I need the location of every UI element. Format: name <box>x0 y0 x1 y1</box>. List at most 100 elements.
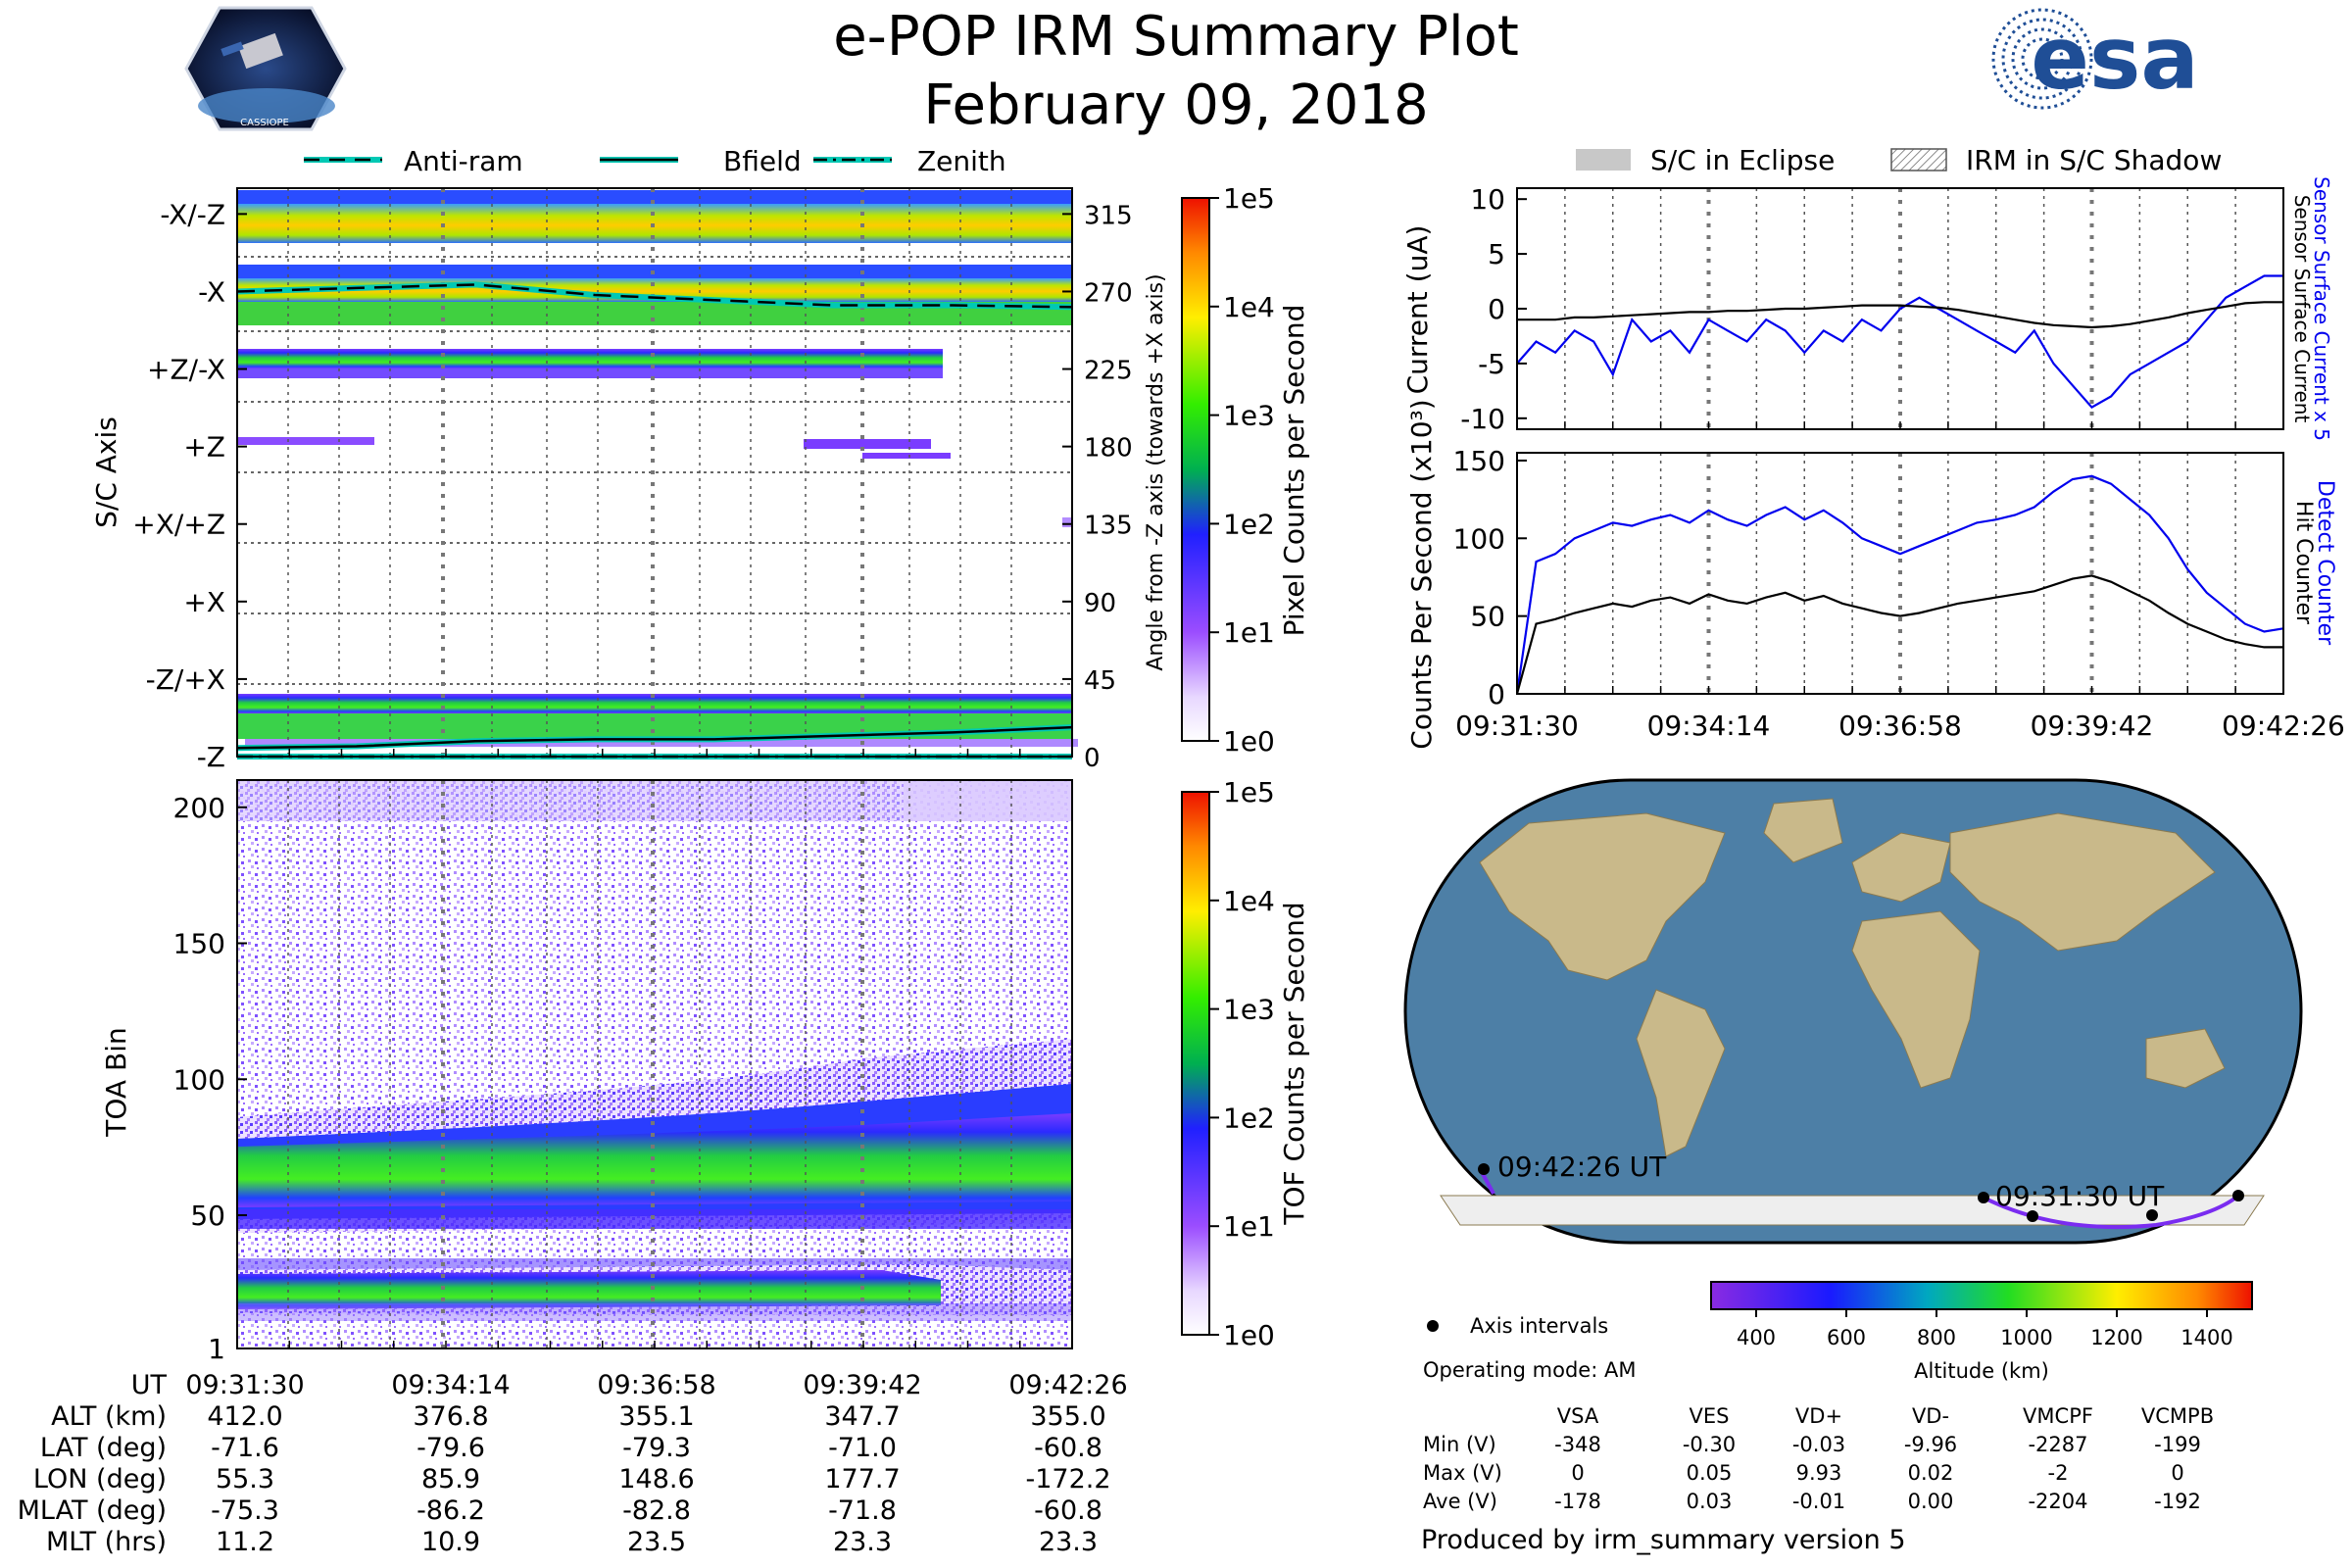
tof-colorbar-tick-label: 1e5 <box>1223 776 1275 808</box>
stats-row-label: Ave (V) <box>1423 1490 1497 1513</box>
altitude-colorbar: 400 600 800 1000 1200 1400 Altitude (km) <box>1710 1281 2253 1383</box>
xtick-label: 09:36:58 <box>1838 710 1962 742</box>
stats-header: VMCPF <box>2023 1404 2093 1428</box>
orbit-track-start <box>1480 1171 1495 1195</box>
current-right-label-black: Sensor Surface Current <box>2290 195 2314 423</box>
sc-axis-right-label: Angle from -Z axis (towards +X axis) <box>1144 273 1168 670</box>
ephemeris-cell: 355.0 <box>1030 1401 1105 1432</box>
pixel-colorbar-tick-label: 1e3 <box>1223 400 1275 432</box>
cassiope-logo: CASSIOPE <box>184 6 347 131</box>
series-line-blue <box>1515 474 2284 695</box>
orbit-map: 09:42:26 UT 09:31:30 UT <box>1403 778 2303 1245</box>
ephemeris-cell: -79.6 <box>416 1433 485 1463</box>
current-right-label-blue: Sensor Surface Current x 5 <box>2310 176 2333 441</box>
ephemeris-cell: -71.6 <box>211 1433 279 1463</box>
stats-header: VCMPB <box>2141 1404 2214 1428</box>
eclipse-swatch <box>1576 149 1631 171</box>
ytick-label: 100 <box>1453 522 1505 555</box>
page-date: February 09, 2018 <box>923 74 1428 137</box>
ephemeris-cell: -60.8 <box>1034 1433 1102 1463</box>
ephemeris-cell: 11.2 <box>216 1527 274 1557</box>
australia <box>2145 1028 2226 1089</box>
legend-axis-lines: Anti-ram Bfield Zenith <box>304 145 1006 177</box>
stats-cell: -192 <box>2154 1490 2201 1513</box>
ephemeris-cell: 09:31:30 <box>185 1370 304 1400</box>
antarctica <box>1440 1195 2265 1226</box>
stats-cell: -178 <box>1554 1490 1601 1513</box>
toa-ytick-label: 200 <box>173 792 225 824</box>
stats-header: VES <box>1690 1404 1730 1428</box>
ephemeris-cell: 23.5 <box>627 1527 686 1557</box>
ephemeris-table: UT 09:31:30 09:34:14 09:36:58 09:39:42 09:42:… <box>18 1370 1128 1557</box>
stats-row-label: Min (V) <box>1423 1433 1496 1456</box>
stats-cell: 0.05 <box>1687 1461 1733 1485</box>
ephemeris-cell: -60.8 <box>1034 1495 1102 1526</box>
toa-ytick-label: 1 <box>208 1333 225 1365</box>
sc-axis-category-label: +X <box>183 586 225 618</box>
stats-cell: -348 <box>1554 1433 1601 1456</box>
ephemeris-cell: 23.3 <box>833 1527 892 1557</box>
north-america <box>1479 812 1726 981</box>
legend-shadow: S/C in Eclipse IRM in S/C Shadow <box>1576 144 2222 176</box>
stats-cell: -0.03 <box>1792 1433 1845 1456</box>
sc-axis-panel: -X/-Z 315 -X 270 +Z/-X 225 +Z 180 +X/+Z 135 +X 90 -Z… <box>90 182 1310 773</box>
series-line-black <box>1515 574 2283 695</box>
altitude-tick-label: 600 <box>1827 1326 1866 1349</box>
header: e-POP IRM Summary Plot February 09, 2018… <box>184 5 2199 137</box>
stats-header: VSA <box>1557 1404 1599 1428</box>
ephemeris-cell: 347.7 <box>824 1401 900 1432</box>
ephemeris-cell: 23.3 <box>1039 1527 1098 1557</box>
ephemeris-row-label: LON (deg) <box>33 1464 167 1494</box>
stats-cell: -0.01 <box>1792 1490 1845 1513</box>
ephemeris-cell: 55.3 <box>216 1464 274 1494</box>
ytick-label: 5 <box>1488 238 1505 270</box>
ephemeris-cell: 412.0 <box>207 1401 282 1432</box>
legend-shadow-text: IRM in S/C Shadow <box>1966 144 2222 176</box>
xtick-label: 09:42:26 <box>2222 710 2345 742</box>
axis-interval-marker <box>1427 1320 1439 1332</box>
tof-colorbar-tick-label: 1e4 <box>1223 885 1275 917</box>
sc-axis-angle-label: 180 <box>1084 434 1133 464</box>
orbit-label-start: 09:31:30 UT <box>1995 1180 2165 1212</box>
sc-axis-angle-label: 0 <box>1084 744 1101 773</box>
counts-panel: 150 100 50 009:31:30 09:34:14 09:36:58 09:39:4… <box>1405 399 2345 749</box>
tof-colorbar-tick-label: 1e0 <box>1223 1319 1275 1351</box>
ephemeris-cell: -82.8 <box>622 1495 691 1526</box>
tof-colorbar-tick-label: 1e1 <box>1223 1210 1275 1243</box>
ephemeris-row-label: MLAT (deg) <box>18 1495 167 1526</box>
orbit-point <box>1978 1192 1989 1203</box>
ephemeris-cell: -75.3 <box>211 1495 279 1526</box>
ytick-label: -5 <box>1478 348 1505 380</box>
xtick-label: 09:39:42 <box>2031 710 2154 742</box>
south-america <box>1636 989 1726 1157</box>
ephemeris-row-label: LAT (deg) <box>40 1433 167 1463</box>
ephemeris-cell: 09:42:26 <box>1008 1370 1127 1400</box>
sc-axis-angle-label: 135 <box>1084 512 1133 541</box>
series-line-black <box>1517 301 2283 329</box>
counts-right-label-black: Hit Counter <box>2291 501 2316 625</box>
shadow-swatch <box>1890 148 1947 172</box>
pixel-colorbar-label: Pixel Counts per Second <box>1278 305 1310 637</box>
ephemeris-cell: 09:39:42 <box>803 1370 921 1400</box>
stats-cell: -2 <box>2048 1461 2069 1485</box>
orbit-point <box>2027 1210 2038 1222</box>
tof-colorbar <box>1181 791 1210 1336</box>
ytick-label: -10 <box>1460 403 1505 435</box>
esa-logo-text: esa <box>2031 8 2198 109</box>
stats-row-label: Max (V) <box>1423 1461 1502 1485</box>
ephemeris-cell: -172.2 <box>1025 1464 1110 1494</box>
operating-mode: Operating mode: AM <box>1423 1358 1636 1382</box>
ephemeris-row-label: ALT (km) <box>51 1401 167 1432</box>
ytick-label: 10 <box>1470 183 1505 216</box>
pixel-colorbar-tick-label: 1e0 <box>1223 725 1275 758</box>
stats-cell: 0 <box>2171 1461 2183 1485</box>
orbit-track <box>1983 1194 2240 1230</box>
asia <box>1949 812 2216 952</box>
stats-header: VD+ <box>1795 1404 1842 1428</box>
stats-cell: -199 <box>2154 1433 2201 1456</box>
toa-ylabel: TOA Bin <box>100 1027 132 1137</box>
ephemeris-cell: 148.6 <box>618 1464 694 1494</box>
pixel-colorbar-tick-label: 1e5 <box>1223 182 1275 215</box>
